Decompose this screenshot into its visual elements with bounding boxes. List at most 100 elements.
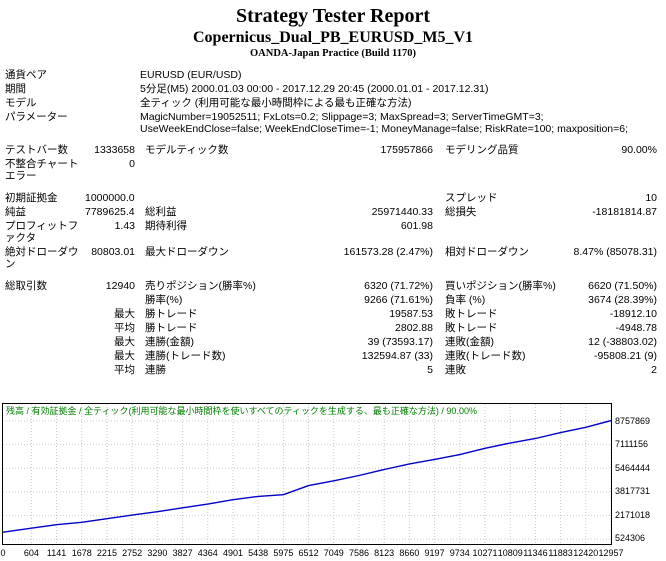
stat-label: 負率 (%) xyxy=(445,294,486,306)
chart-plot-area: 残高 / 有効証拠金 / 全ティック(利用可能な最小時間枠を使いすべてのティック… xyxy=(2,403,612,545)
y-axis-tick-label: 3817731 xyxy=(615,486,651,497)
x-axis-tick-label: 6512 xyxy=(298,548,319,558)
info-value: 全ティック (利用可能な最小時間枠による最も正確な方法) xyxy=(140,97,412,109)
x-axis-tick-label: 1141 xyxy=(46,548,67,558)
stats-row: 純益 7789625.46 総利益 25971440.33 総損失 -18181814.8… xyxy=(5,205,661,219)
x-axis-tick-label: 7586 xyxy=(348,548,369,558)
x-axis-tick-label: 604 xyxy=(23,548,39,558)
info-row: パラメーター MagicNumber=19052511; FxLots=0.2; … xyxy=(5,110,661,136)
balance-chart: 残高 / 有効証拠金 / 全ティック(利用可能な最小時間枠を使いすべてのティック… xyxy=(0,403,666,561)
stat-label: 不整合チャートエラー xyxy=(5,158,79,182)
info-value: 5分足(M5) 2000.01.03 00:00 - 2017.12.29 20… xyxy=(140,83,489,95)
report-build-info: OANDA-Japan Practice (Build 1170) xyxy=(250,48,416,59)
stat-value: -18181814.87 xyxy=(592,206,657,218)
x-axis-tick-label: 8660 xyxy=(399,548,420,558)
stat-value: 132594.87 (33) xyxy=(361,350,433,362)
info-value: MagicNumber=19052511; FxLots=0.2; Slippa… xyxy=(140,111,629,135)
stat-value: 6620 (71.50%) xyxy=(588,280,657,292)
stat-label: モデルティック数 xyxy=(145,144,229,156)
stat-value: 1333658 xyxy=(94,144,135,156)
stat-label: 連勝(トレード数) xyxy=(145,350,226,362)
stat-value: 601.98 xyxy=(400,220,433,232)
stats-row: 初期証拠金 1000000.00 スプレッド 10 xyxy=(5,191,661,205)
spacer-cell xyxy=(5,183,661,191)
info-table: 通貨ペア EURUSD (EUR/USD) 期間 5分足(M5) 2000.01.03… xyxy=(5,68,661,136)
stat-value xyxy=(313,191,433,205)
stat-value: 80803.01 xyxy=(91,246,135,258)
stat-label: 総取引数 xyxy=(5,280,47,292)
stat-value: 175957866 xyxy=(380,144,433,156)
report-title: Strategy Tester Report xyxy=(235,5,431,27)
x-axis-tick-label: 10271 xyxy=(472,548,498,558)
stat-value: 19587.53 xyxy=(389,308,433,320)
stat-label: 連勝 xyxy=(145,364,166,376)
stat-label xyxy=(135,191,313,205)
stat-label: 連敗 xyxy=(445,364,466,376)
stat-value: 12 (-38803.02) xyxy=(588,336,657,348)
report-subtitle: Copernicus_Dual_PB_EURUSD_M5_V1 xyxy=(192,29,473,46)
stat-label xyxy=(5,321,85,335)
stats-row: 勝率(%) 9266 (71.61%) 負率 (%) 3674 (28.39%) xyxy=(5,293,661,307)
stat-label: 敗トレード xyxy=(445,322,498,334)
stat-label: テストバー数 xyxy=(5,144,68,156)
x-axis-tick-label: 11883 xyxy=(548,548,573,558)
stat-value: 最大 xyxy=(114,350,135,362)
info-row: 期間 5分足(M5) 2000.01.03 00:00 - 2017.12.29 … xyxy=(5,82,661,96)
y-axis-tick-label: 524306 xyxy=(615,533,646,544)
stat-value xyxy=(557,157,661,183)
x-axis-tick-label: 0 xyxy=(0,548,6,558)
chart-legend: 残高 / 有効証拠金 / 全ティック(利用可能な最小時間枠を使いすべてのティック… xyxy=(6,406,477,416)
stat-label: 相対ドローダウン xyxy=(445,246,529,258)
strategy-tester-report: Strategy Tester Report Copernicus_Dual_P… xyxy=(0,5,661,558)
x-axis-tick-label: 9197 xyxy=(424,548,445,558)
stat-label xyxy=(5,293,85,307)
x-axis-tick-label: 2215 xyxy=(96,548,117,558)
stat-value: 平均 xyxy=(114,364,135,376)
x-axis-tick-label: 12420 xyxy=(573,548,599,558)
stats-row: 最大 連勝(トレード数) 132594.87 (33) 連敗(トレード数) -95808… xyxy=(5,349,661,363)
stat-value: -18912.10 xyxy=(609,308,657,320)
y-axis-tick-label: 7111156 xyxy=(615,439,649,450)
x-axis-tick-label: 2752 xyxy=(122,548,143,558)
x-axis-tick-label: 4364 xyxy=(197,548,218,558)
stats-row: 最大 連勝(金額) 39 (73593.17) 連敗(金額) 12 (-38803.02… xyxy=(5,335,661,349)
stat-label xyxy=(135,157,313,183)
stat-label: 連敗(金額) xyxy=(445,336,494,348)
stat-label: 連敗(トレード数) xyxy=(445,350,526,362)
stat-label: 連勝(金額) xyxy=(145,336,194,348)
stat-value: -4948.78 xyxy=(615,322,657,334)
stat-value: 39 (73593.17) xyxy=(367,336,433,348)
stat-value: 2 xyxy=(651,364,657,376)
stat-label: 勝率(%) xyxy=(145,294,183,306)
stat-label: 勝トレード xyxy=(145,322,198,334)
stat-value xyxy=(557,219,661,245)
stat-label xyxy=(5,335,85,349)
stats-row: テストバー数 1333658 モデルティック数 175957866 モデリング品質 90.… xyxy=(5,143,661,157)
info-row: モデル 全ティック (利用可能な最小時間枠による最も正確な方法) xyxy=(5,96,661,110)
x-axis-tick-label: 7049 xyxy=(323,548,344,558)
balance-curve-svg xyxy=(3,404,611,544)
info-value: EURUSD (EUR/USD) xyxy=(140,69,242,81)
stat-label: 純益 xyxy=(5,206,26,218)
stat-value xyxy=(313,157,433,183)
y-axis-tick-label: 8757869 xyxy=(615,415,651,426)
stats-row: 平均 連勝 5 連敗 2 xyxy=(5,363,661,377)
stats-row: 最大 勝トレード 19587.53 敗トレード -18912.10 xyxy=(5,307,661,321)
stats-row: 絶対ドローダウン 80803.01 最大ドローダウン 161573.28 (2.47%… xyxy=(5,245,661,271)
stat-value: 3674 (28.39%) xyxy=(588,294,657,306)
spacer-row xyxy=(5,183,661,191)
stat-label xyxy=(5,349,85,363)
spacer-row xyxy=(5,271,661,279)
stat-value: 161573.28 (2.47%) xyxy=(343,246,433,258)
stat-value: -95808.21 (9) xyxy=(593,350,657,362)
stat-value: 平均 xyxy=(114,322,135,334)
stat-label: 総利益 xyxy=(145,206,177,218)
stat-label: プロフィットファクタ xyxy=(5,220,79,244)
info-row: 通貨ペア EURUSD (EUR/USD) xyxy=(5,68,661,82)
stat-value: 1.43 xyxy=(114,220,135,232)
stat-label: 期待利得 xyxy=(145,220,187,232)
stat-label: 売りポジション(勝率%) xyxy=(145,280,256,292)
stat-value: 10 xyxy=(645,192,657,204)
stat-label xyxy=(433,157,557,183)
stat-value: 6320 (71.72%) xyxy=(364,280,433,292)
